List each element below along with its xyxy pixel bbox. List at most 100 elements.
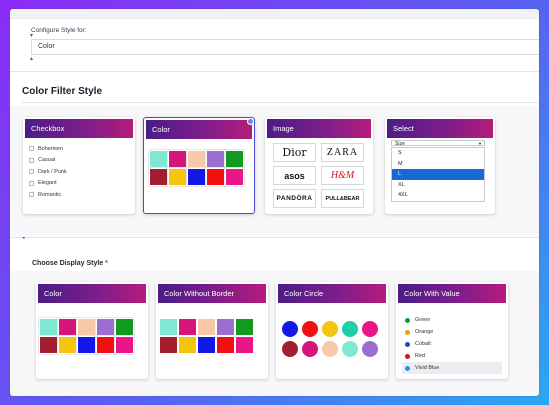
color-swatch[interactable] (206, 150, 225, 168)
brand-logo-hm[interactable]: H&M (321, 166, 364, 185)
color-swatch[interactable] (168, 150, 187, 168)
checkbox-option[interactable]: Bohemien (29, 143, 67, 155)
color-swatch[interactable] (168, 168, 187, 186)
color-swatch[interactable] (206, 168, 225, 186)
field-marker-icon: ▴ (30, 56, 34, 62)
color-dot-icon (405, 365, 410, 371)
color-value-label: Vivid Blue (415, 365, 440, 371)
color-circle[interactable] (302, 321, 318, 337)
color-swatch[interactable] (160, 319, 177, 335)
color-circle[interactable] (342, 341, 358, 357)
brand-logo-zara[interactable]: ZARA (321, 143, 364, 162)
divider (10, 237, 539, 238)
card-header: Color Without Border (158, 284, 266, 303)
color-swatch[interactable] (217, 337, 234, 353)
color-circle[interactable] (322, 341, 338, 357)
color-circle[interactable] (302, 341, 318, 357)
select-placeholder: Size (395, 141, 405, 147)
checkbox-option[interactable]: Dark / Punk (29, 166, 67, 178)
color-swatch[interactable] (96, 318, 115, 336)
select-option[interactable]: XL (398, 181, 405, 188)
checkbox-label: Casual (38, 157, 56, 164)
display-card-color[interactable]: Color (36, 282, 148, 379)
color-circle[interactable] (362, 341, 378, 357)
brand-logo-asos[interactable]: asos (273, 166, 316, 185)
color-value-option[interactable]: Orange (402, 326, 502, 338)
filter-card-select[interactable]: Select Size ▼ S M L XL 4XL (385, 117, 495, 214)
checkbox-icon[interactable] (29, 157, 34, 163)
filter-card-image[interactable]: Image Dior ZARA asos H&M PANDÖRA PULL&BE… (265, 117, 373, 214)
checkbox-icon[interactable] (29, 169, 34, 175)
section-title-filter-style: Color Filter Style (22, 86, 103, 97)
color-swatch[interactable] (179, 319, 196, 335)
checkbox-icon[interactable] (29, 180, 34, 186)
color-swatch[interactable] (39, 318, 58, 336)
color-swatch[interactable] (225, 150, 244, 168)
color-circle-grid (282, 321, 378, 357)
filter-card-color[interactable]: Color (143, 117, 255, 214)
color-swatch-grid (149, 150, 244, 186)
checkbox-icon[interactable] (29, 146, 34, 152)
color-swatch[interactable] (187, 150, 206, 168)
size-select[interactable]: Size ▼ (391, 140, 485, 147)
divider (22, 102, 539, 103)
color-circle[interactable] (322, 321, 338, 337)
color-swatch[interactable] (198, 337, 215, 353)
color-swatch[interactable] (179, 337, 196, 353)
select-option[interactable]: M (398, 160, 403, 167)
color-swatch[interactable] (149, 150, 168, 168)
collapse-arrow-icon[interactable]: ◂ (22, 235, 25, 241)
color-value-label: Green (415, 317, 431, 323)
color-dot-icon (405, 341, 410, 347)
brand-logo-dior[interactable]: Dior (273, 143, 316, 162)
chevron-down-icon: ▼ (478, 141, 482, 146)
divider (10, 71, 539, 72)
color-swatch[interactable] (187, 168, 206, 186)
required-mark: * (105, 260, 108, 267)
color-circle[interactable] (282, 321, 298, 337)
display-style-label: Choose Display Style (32, 260, 104, 267)
brand-logo-pullbear[interactable]: PULL&BEAR (321, 189, 364, 208)
color-swatch[interactable] (198, 319, 215, 335)
display-card-color-circle[interactable]: Color Circle (276, 282, 388, 379)
color-circle[interactable] (342, 321, 358, 337)
color-swatch[interactable] (96, 336, 115, 354)
color-value-label: Cobalt (415, 341, 431, 347)
brand-logo-pandora[interactable]: PANDÖRA (273, 189, 316, 208)
color-swatch[interactable] (39, 336, 58, 354)
color-value-label: Orange (415, 329, 434, 335)
color-swatch[interactable] (58, 336, 77, 354)
color-swatch[interactable] (77, 336, 96, 354)
section-title-display-style: Choose Display Style * (32, 260, 108, 267)
color-swatch[interactable] (236, 319, 253, 335)
color-swatch[interactable] (217, 319, 234, 335)
color-swatch[interactable] (77, 318, 96, 336)
display-card-color-without-border[interactable]: Color Without Border (156, 282, 268, 379)
color-value-option[interactable]: Cobalt (402, 338, 502, 350)
color-circle[interactable] (282, 341, 298, 357)
checkbox-option[interactable]: Romantic (29, 189, 67, 201)
color-swatch[interactable] (149, 168, 168, 186)
color-swatch[interactable] (115, 318, 134, 336)
color-swatch[interactable] (225, 168, 244, 186)
configure-style-label: Configure Style for: (31, 27, 87, 34)
display-card-color-with-value[interactable]: Color With Value Green Orange Cobalt Red Viv… (396, 282, 508, 379)
color-swatch[interactable] (160, 337, 177, 353)
checkbox-icon[interactable] (29, 192, 34, 198)
color-value-option[interactable]: Red (402, 350, 502, 362)
select-options-list: S M L XL 4XL (391, 147, 485, 202)
configure-style-select[interactable]: Color (31, 39, 539, 55)
color-value-option[interactable]: Vivid Blue (402, 362, 502, 374)
select-option[interactable]: L (392, 169, 484, 180)
color-value-option[interactable]: Green (402, 314, 502, 326)
color-circle[interactable] (362, 321, 378, 337)
color-swatch[interactable] (115, 336, 134, 354)
checkbox-label: Dark / Punk (38, 168, 67, 175)
filter-card-checkbox[interactable]: Checkbox Bohemien Casual Dark / Punk Elegan… (23, 117, 135, 214)
select-option[interactable]: S (398, 150, 402, 156)
color-swatch[interactable] (236, 337, 253, 353)
checkbox-option[interactable]: Casual (29, 155, 67, 167)
color-swatch[interactable] (58, 318, 77, 336)
select-option[interactable]: 4XL (398, 192, 408, 198)
checkbox-option[interactable]: Elegant (29, 178, 67, 190)
